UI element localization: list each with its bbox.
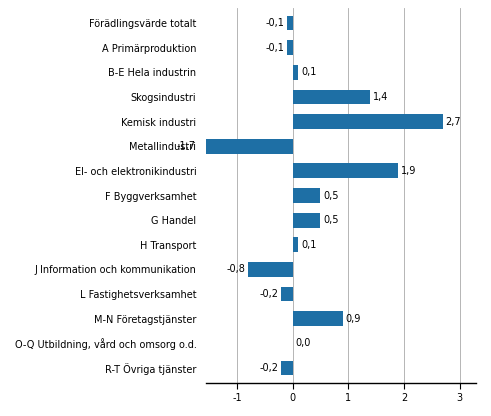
Bar	[198, 139, 293, 154]
Text: 0,5: 0,5	[323, 191, 339, 201]
Bar	[293, 311, 343, 326]
Bar	[287, 16, 293, 30]
Bar	[293, 163, 398, 178]
Bar	[248, 262, 293, 277]
Text: 0,5: 0,5	[323, 215, 339, 225]
Bar	[281, 361, 293, 375]
Text: 2,7: 2,7	[446, 116, 461, 126]
Text: 1,9: 1,9	[401, 166, 416, 176]
Text: -0,2: -0,2	[260, 363, 278, 373]
Text: -0,2: -0,2	[260, 289, 278, 299]
Text: 0,1: 0,1	[301, 67, 316, 77]
Text: -1,7: -1,7	[176, 141, 195, 151]
Bar	[293, 89, 371, 104]
Text: 0,1: 0,1	[301, 240, 316, 250]
Text: 0,0: 0,0	[295, 338, 311, 348]
Bar	[293, 213, 320, 228]
Bar	[293, 114, 443, 129]
Text: -0,1: -0,1	[265, 18, 284, 28]
Bar	[287, 40, 293, 55]
Text: 1,4: 1,4	[373, 92, 389, 102]
Bar	[293, 65, 298, 80]
Text: -0,1: -0,1	[265, 43, 284, 53]
Text: -0,8: -0,8	[226, 265, 245, 275]
Bar	[293, 238, 298, 252]
Text: 0,9: 0,9	[346, 314, 361, 324]
Bar	[293, 188, 320, 203]
Bar	[281, 287, 293, 302]
